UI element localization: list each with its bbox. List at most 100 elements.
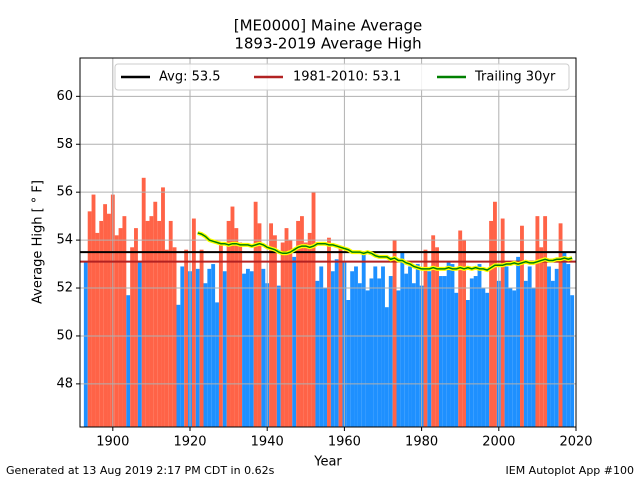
bar (157, 220, 162, 427)
bar (377, 278, 382, 427)
bar (435, 247, 439, 427)
x-tick-label: 1900 (96, 435, 129, 450)
y-tick-label: 58 (56, 137, 73, 152)
bar (454, 292, 459, 427)
bar (334, 259, 339, 427)
bar (134, 228, 138, 427)
bar (473, 276, 478, 427)
bar (180, 266, 185, 427)
bar (95, 232, 100, 427)
bar (307, 232, 312, 427)
bar (91, 194, 96, 427)
bar (168, 220, 173, 427)
bar (392, 240, 397, 427)
bar (207, 268, 212, 427)
bar (547, 266, 551, 427)
bar (438, 276, 443, 427)
bar (458, 230, 463, 427)
bar (327, 237, 331, 427)
bar (276, 285, 281, 427)
bar (381, 266, 385, 427)
bar (357, 283, 362, 427)
plot-frame (79, 57, 577, 428)
bar (137, 261, 142, 427)
bar (114, 235, 119, 427)
bar (272, 235, 277, 427)
bar (99, 220, 104, 427)
x-tick-label: 2020 (559, 435, 592, 450)
bar (118, 228, 123, 427)
bar (218, 242, 223, 427)
bar (130, 247, 135, 427)
bar (354, 266, 358, 427)
x-tick-label: 2000 (482, 435, 515, 450)
bar (249, 271, 254, 427)
bar (319, 266, 324, 427)
bar (284, 228, 289, 427)
bar (489, 220, 494, 427)
bar (234, 228, 239, 427)
bar (211, 264, 216, 427)
legend-label: Trailing 30yr (474, 70, 556, 85)
bar (292, 256, 297, 427)
bar (450, 264, 455, 427)
bar (493, 201, 497, 427)
bar (477, 264, 482, 427)
y-tick-label: 48 (56, 376, 73, 391)
y-tick-label: 56 (56, 185, 73, 200)
bar (315, 280, 320, 427)
bar (245, 268, 250, 427)
legend-box (114, 63, 570, 91)
bar (408, 266, 412, 427)
bar (369, 278, 374, 427)
bar (361, 254, 366, 427)
bar (280, 242, 285, 427)
bar (311, 192, 316, 427)
legend-label: Avg: 53.5 (159, 70, 221, 85)
bar (323, 288, 328, 427)
bar (153, 201, 158, 427)
bar (303, 242, 308, 427)
bar (481, 288, 486, 427)
bar (423, 249, 428, 427)
bar (411, 283, 416, 427)
bar (195, 268, 200, 427)
x-axis-label: Year (313, 455, 342, 470)
bar (535, 216, 540, 427)
bar (149, 216, 154, 427)
y-tick-label: 60 (56, 89, 73, 104)
bar (126, 295, 131, 427)
chart-title: [ME0000] Maine Average (234, 17, 422, 35)
bar (184, 249, 189, 427)
bar (103, 204, 108, 427)
bar (338, 247, 343, 427)
bar (242, 273, 246, 427)
bar (203, 283, 208, 427)
bar (570, 295, 575, 427)
bar (199, 249, 204, 427)
bar (550, 280, 555, 427)
bar (350, 271, 355, 427)
bar (330, 271, 335, 427)
bar (87, 211, 92, 427)
bar (415, 264, 420, 427)
x-tick-label: 1940 (251, 435, 284, 450)
bar (269, 223, 273, 427)
bar (122, 216, 127, 427)
bar (508, 288, 513, 427)
bar (465, 300, 470, 427)
bar (346, 300, 351, 427)
bar (107, 213, 111, 427)
bar (485, 292, 490, 427)
bar (215, 302, 219, 427)
bar (365, 290, 370, 427)
bar (531, 288, 536, 427)
bar (230, 206, 235, 427)
bar (462, 240, 466, 427)
bar (296, 220, 301, 427)
bar (83, 261, 88, 427)
bar (504, 266, 509, 427)
bar (566, 264, 571, 427)
chart-subtitle: 1893-2019 Average High (234, 35, 421, 53)
